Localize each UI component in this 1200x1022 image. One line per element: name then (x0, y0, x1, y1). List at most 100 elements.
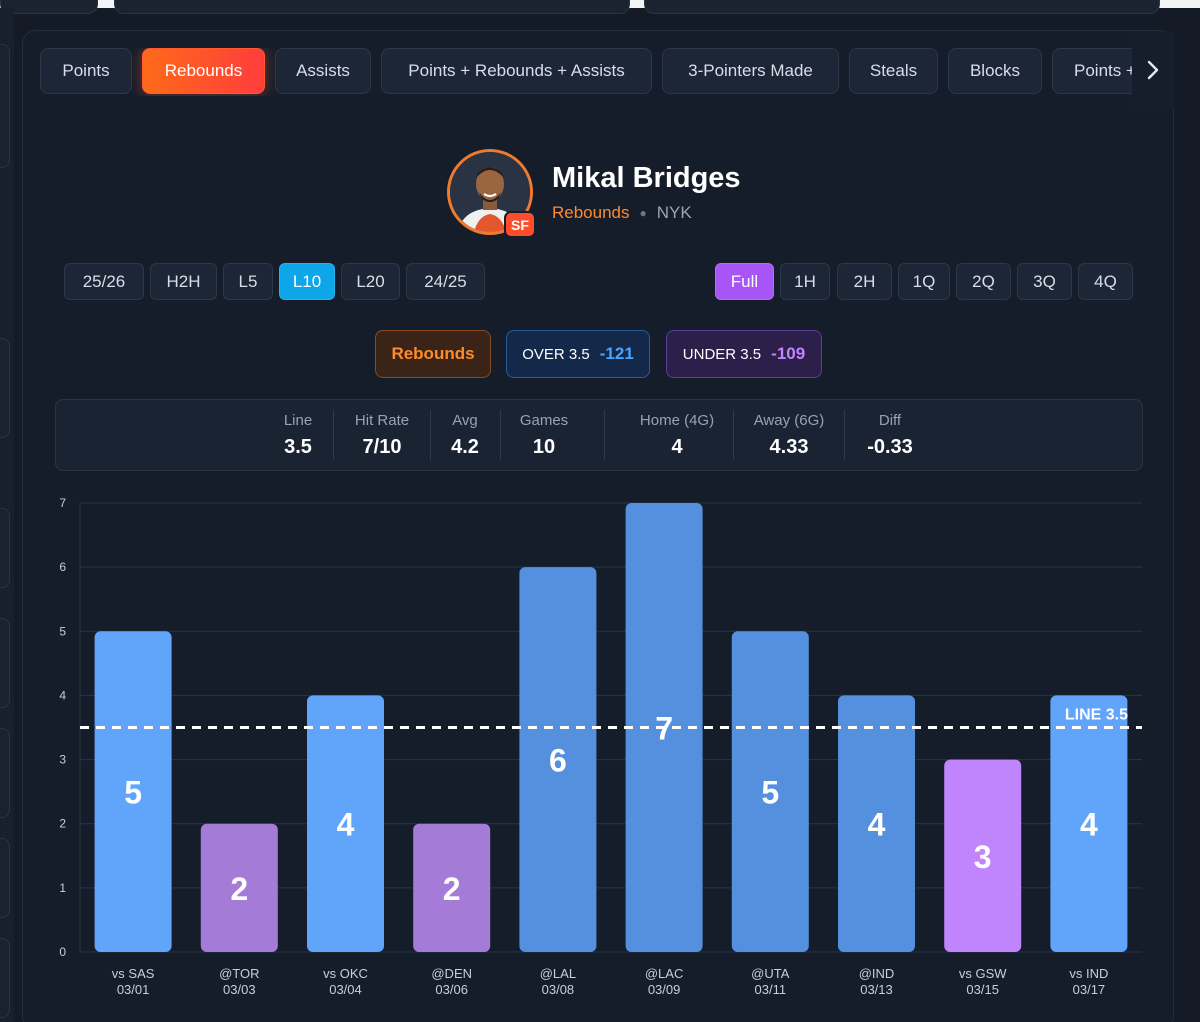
summary-value: 10 (532, 435, 556, 458)
left-rail (0, 8, 14, 1022)
period-3q[interactable]: 3Q (1017, 263, 1072, 300)
browser-tab-shape (0, 0, 98, 14)
summary-hit-rate: Hit Rate 7/10 (334, 399, 430, 471)
summary-label: Games (519, 411, 569, 429)
tab-steals[interactable]: Steals (849, 48, 938, 94)
period-2h[interactable]: 2H (837, 263, 892, 300)
y-tick-label: 1 (59, 881, 66, 895)
summary-divider (733, 410, 734, 460)
player-subtitle: Rebounds ● NYK (552, 203, 692, 223)
bar (200, 823, 278, 952)
summary-avg: Avg 4.2 (430, 399, 500, 471)
separator-dot-icon: ● (639, 206, 647, 220)
bar-value-label: 2 (230, 871, 248, 907)
x-category-label: vs IND (1069, 966, 1108, 981)
tab-assists[interactable]: Assists (275, 48, 371, 94)
range-l5[interactable]: L5 (223, 263, 273, 300)
x-date-label: 03/09 (648, 982, 681, 997)
period-full[interactable]: Full (715, 263, 774, 300)
period-1q[interactable]: 1Q (898, 263, 950, 300)
bar (731, 631, 809, 952)
bar-value-label: 5 (761, 775, 779, 811)
x-date-label: 03/03 (223, 982, 256, 997)
x-date-label: 03/06 (435, 982, 468, 997)
tab-blocks[interactable]: Blocks (948, 48, 1042, 94)
tab-points[interactable]: Points (40, 48, 132, 94)
summary-line: Line 3.5 (262, 399, 334, 471)
market-under-button[interactable]: UNDER 3.5 -109 (666, 330, 822, 378)
line-threshold-label: LINE 3.5 (1065, 707, 1128, 724)
x-category-label: vs GSW (959, 966, 1007, 981)
bar (94, 631, 172, 952)
x-category-label: @TOR (219, 966, 259, 981)
market-over-button[interactable]: OVER 3.5 -121 (506, 330, 650, 378)
tabs-scroll-right-button[interactable] (1132, 32, 1174, 108)
bar-value-label: 2 (443, 871, 461, 907)
period-4q[interactable]: 4Q (1078, 263, 1133, 300)
range-24-25[interactable]: 24/25 (406, 263, 485, 300)
summary-divider (604, 410, 605, 460)
x-category-label: @LAC (645, 966, 684, 981)
bar (944, 759, 1022, 952)
bar-value-label: 4 (868, 807, 886, 843)
summary-divider (844, 410, 845, 460)
summary-label: Avg (452, 411, 478, 429)
summary-value: 7/10 (362, 435, 402, 458)
x-date-label: 03/15 (966, 982, 999, 997)
browser-tab-shape (644, 0, 1160, 14)
player-name: Mikal Bridges (552, 162, 741, 194)
y-tick-label: 0 (59, 945, 66, 959)
browser-top-strip (0, 0, 1200, 14)
summary-label: Diff (878, 411, 902, 429)
x-date-label: 03/17 (1073, 982, 1106, 997)
y-tick-label: 6 (59, 560, 66, 574)
tab-3pm[interactable]: 3-Pointers Made (662, 48, 839, 94)
x-category-label: @UTA (751, 966, 790, 981)
y-tick-label: 3 (59, 753, 66, 767)
x-category-label: @LAL (540, 966, 576, 981)
summary-label: Hit Rate (354, 411, 410, 429)
market-stat-button[interactable]: Rebounds (375, 330, 491, 378)
y-tick-label: 5 (59, 624, 66, 638)
tab-rebounds[interactable]: Rebounds (142, 48, 265, 94)
range-l10[interactable]: L10 (279, 263, 335, 300)
period-1h[interactable]: 1H (780, 263, 830, 300)
summary-label: Line (283, 411, 313, 429)
x-category-label: @DEN (431, 966, 472, 981)
range-25-26[interactable]: 25/26 (64, 263, 144, 300)
under-label: UNDER 3.5 (682, 345, 762, 363)
y-tick-label: 4 (59, 688, 66, 702)
range-l20[interactable]: L20 (341, 263, 400, 300)
stat-tabs: Points Rebounds Assists Points + Rebound… (40, 48, 1174, 96)
x-category-label: @IND (859, 966, 895, 981)
x-date-label: 03/08 (542, 982, 575, 997)
rail-item (0, 338, 10, 438)
over-label: OVER 3.5 (522, 345, 590, 363)
x-date-label: 03/11 (755, 982, 787, 997)
summary-value: -0.33 (867, 435, 913, 458)
player-stat-label: Rebounds (552, 203, 630, 222)
x-date-label: 03/13 (860, 982, 893, 997)
position-badge: SF (504, 211, 536, 238)
tab-pra[interactable]: Points + Rebounds + Assists (381, 48, 652, 94)
summary-away: Away (6G) 4.33 (740, 399, 838, 471)
summary-label: Away (6G) (753, 411, 825, 429)
x-category-label: vs OKC (323, 966, 368, 981)
bar (838, 695, 915, 952)
summary-value: 4.2 (451, 435, 479, 458)
summary-value: 3.5 (284, 435, 312, 458)
summary-diff: Diff -0.33 (850, 399, 930, 471)
x-date-label: 03/04 (329, 982, 362, 997)
bar-value-label: 6 (549, 743, 567, 779)
bar (307, 695, 384, 952)
range-h2h[interactable]: H2H (150, 263, 217, 300)
period-2q[interactable]: 2Q (956, 263, 1011, 300)
bar-value-label: 4 (337, 807, 355, 843)
summary-value: 4 (671, 435, 683, 458)
summary-games: Games 10 (500, 399, 588, 471)
rail-item (0, 44, 10, 168)
x-date-label: 03/01 (117, 982, 150, 997)
bar (413, 823, 491, 952)
player-team: NYK (656, 203, 692, 222)
summary-bar (55, 399, 1143, 471)
